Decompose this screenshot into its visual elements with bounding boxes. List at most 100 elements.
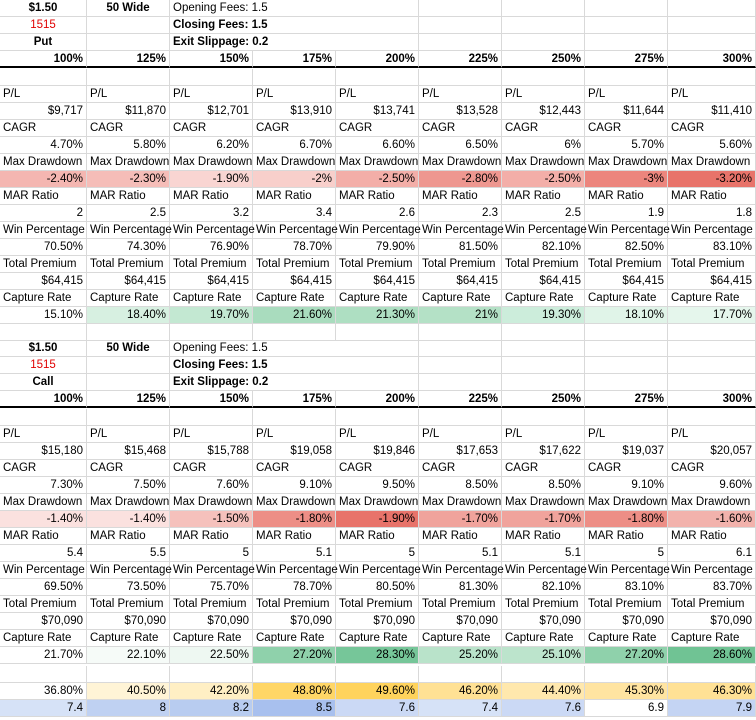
metric-label-total-premium[interactable]: Total Premium	[502, 256, 585, 273]
metric-value-capture-rate[interactable]: 27.20%	[253, 647, 336, 664]
empty-cell[interactable]	[419, 666, 502, 683]
metric-label-capture-rate[interactable]: Capture Rate	[502, 290, 585, 307]
metric-label-mar-ratio[interactable]: MAR Ratio	[87, 188, 170, 205]
summary-value[interactable]: 7.6	[336, 700, 419, 717]
metric-label-p-l[interactable]: P/L	[253, 86, 336, 103]
metric-value-max-drawdown[interactable]: -2.40%	[0, 171, 87, 188]
metric-value-win-percentage[interactable]: 82.50%	[585, 239, 668, 256]
metric-value-mar-ratio[interactable]: 5.1	[419, 545, 502, 562]
empty-cell[interactable]	[668, 0, 756, 17]
metric-label-total-premium[interactable]: Total Premium	[87, 256, 170, 273]
empty-cell[interactable]	[585, 0, 668, 17]
metric-value-cagr[interactable]: 9.10%	[585, 477, 668, 494]
metric-value-max-drawdown[interactable]: -1.50%	[170, 511, 253, 528]
metric-label-total-premium[interactable]: Total Premium	[585, 256, 668, 273]
metric-value-capture-rate[interactable]: 17.70%	[668, 307, 756, 324]
metric-label-capture-rate[interactable]: Capture Rate	[253, 630, 336, 647]
metric-label-max-drawdown[interactable]: Max Drawdown	[668, 154, 756, 171]
metric-value-mar-ratio[interactable]: 6.1	[668, 545, 756, 562]
metric-label-mar-ratio[interactable]: MAR Ratio	[419, 188, 502, 205]
metric-value-max-drawdown[interactable]: -2.30%	[87, 171, 170, 188]
empty-cell[interactable]	[502, 34, 585, 51]
info-exit-slippage[interactable]: Exit Slippage: 0.2	[170, 34, 419, 51]
empty-cell[interactable]	[502, 69, 585, 86]
metric-value-total-premium[interactable]: $64,415	[502, 273, 585, 290]
empty-cell[interactable]	[0, 324, 87, 341]
metric-label-mar-ratio[interactable]: MAR Ratio	[585, 528, 668, 545]
metric-label-cagr[interactable]: CAGR	[502, 120, 585, 137]
metric-label-mar-ratio[interactable]: MAR Ratio	[253, 188, 336, 205]
metric-label-p-l[interactable]: P/L	[336, 86, 419, 103]
metric-label-win-percentage[interactable]: Win Percentage	[336, 562, 421, 579]
metric-label-cagr[interactable]: CAGR	[502, 460, 585, 477]
metric-value-win-percentage[interactable]: 78.70%	[253, 239, 336, 256]
metric-value-mar-ratio[interactable]: 2.3	[419, 205, 502, 222]
empty-cell[interactable]	[87, 324, 170, 341]
metric-label-win-percentage[interactable]: Win Percentage	[0, 222, 87, 239]
metric-label-p-l[interactable]: P/L	[170, 426, 253, 443]
metric-value-cagr[interactable]: 8.50%	[419, 477, 502, 494]
metric-value-cagr[interactable]: 9.50%	[336, 477, 419, 494]
metric-value-win-percentage[interactable]: 83.70%	[668, 579, 756, 596]
metric-value-total-premium[interactable]: $70,090	[0, 613, 87, 630]
metric-label-capture-rate[interactable]: Capture Rate	[0, 290, 87, 307]
empty-cell[interactable]	[87, 17, 170, 34]
metric-value-win-percentage[interactable]: 69.50%	[0, 579, 87, 596]
metric-value-cagr[interactable]: 6.60%	[336, 137, 419, 154]
metric-value-max-drawdown[interactable]: -1.60%	[668, 511, 756, 528]
metric-value-mar-ratio[interactable]: 5.1	[253, 545, 336, 562]
metric-label-cagr[interactable]: CAGR	[253, 460, 336, 477]
metric-value-p-l[interactable]: $17,622	[502, 443, 585, 460]
metric-label-cagr[interactable]: CAGR	[170, 120, 253, 137]
metric-value-mar-ratio[interactable]: 2.5	[87, 205, 170, 222]
metric-value-max-drawdown[interactable]: -2%	[253, 171, 336, 188]
metric-value-max-drawdown[interactable]: -1.70%	[419, 511, 502, 528]
summary-value[interactable]: 7.9	[668, 700, 756, 717]
metric-label-capture-rate[interactable]: Capture Rate	[502, 630, 585, 647]
metric-label-max-drawdown[interactable]: Max Drawdown	[170, 494, 253, 511]
metric-value-capture-rate[interactable]: 27.20%	[585, 647, 668, 664]
empty-cell[interactable]	[0, 409, 87, 426]
metric-label-win-percentage[interactable]: Win Percentage	[419, 562, 504, 579]
empty-cell[interactable]	[87, 69, 170, 86]
metric-value-mar-ratio[interactable]: 1.8	[668, 205, 756, 222]
summary-value[interactable]: 7.4	[0, 700, 87, 717]
metric-label-cagr[interactable]: CAGR	[668, 120, 756, 137]
metric-value-total-premium[interactable]: $70,090	[87, 613, 170, 630]
empty-cell[interactable]	[585, 409, 668, 426]
empty-cell[interactable]	[253, 69, 336, 86]
metric-label-cagr[interactable]: CAGR	[419, 120, 502, 137]
empty-cell[interactable]	[336, 666, 419, 683]
metric-label-win-percentage[interactable]: Win Percentage	[585, 222, 670, 239]
empty-cell[interactable]	[0, 69, 87, 86]
empty-cell[interactable]	[170, 69, 253, 86]
empty-cell[interactable]	[0, 666, 87, 683]
metric-value-total-premium[interactable]: $64,415	[253, 273, 336, 290]
metric-label-capture-rate[interactable]: Capture Rate	[419, 290, 502, 307]
metric-value-capture-rate[interactable]: 21.60%	[253, 307, 336, 324]
header-275pct[interactable]: 275%	[585, 51, 668, 68]
info-closing-fees[interactable]: Closing Fees: 1.5	[170, 357, 419, 374]
metric-value-win-percentage[interactable]: 82.10%	[502, 239, 585, 256]
metric-label-max-drawdown[interactable]: Max Drawdown	[253, 154, 336, 171]
metric-label-mar-ratio[interactable]: MAR Ratio	[170, 528, 253, 545]
empty-cell[interactable]	[419, 357, 502, 374]
metric-label-p-l[interactable]: P/L	[668, 86, 756, 103]
metric-label-mar-ratio[interactable]: MAR Ratio	[0, 188, 87, 205]
metric-label-p-l[interactable]: P/L	[668, 426, 756, 443]
metric-label-mar-ratio[interactable]: MAR Ratio	[502, 188, 585, 205]
metric-value-mar-ratio[interactable]: 5.1	[502, 545, 585, 562]
metric-value-cagr[interactable]: 6.50%	[419, 137, 502, 154]
summary-value[interactable]: 46.20%	[419, 683, 502, 700]
empty-cell[interactable]	[253, 666, 336, 683]
metric-value-total-premium[interactable]: $70,090	[170, 613, 253, 630]
summary-value[interactable]: 48.80%	[253, 683, 336, 700]
empty-cell[interactable]	[419, 409, 502, 426]
empty-cell[interactable]	[419, 340, 502, 357]
metric-value-capture-rate[interactable]: 19.30%	[502, 307, 585, 324]
metric-value-p-l[interactable]: $11,410	[668, 103, 756, 120]
metric-value-max-drawdown[interactable]: -2.50%	[336, 171, 419, 188]
metric-label-cagr[interactable]: CAGR	[0, 120, 87, 137]
empty-cell[interactable]	[419, 0, 502, 17]
metric-label-p-l[interactable]: P/L	[502, 426, 585, 443]
